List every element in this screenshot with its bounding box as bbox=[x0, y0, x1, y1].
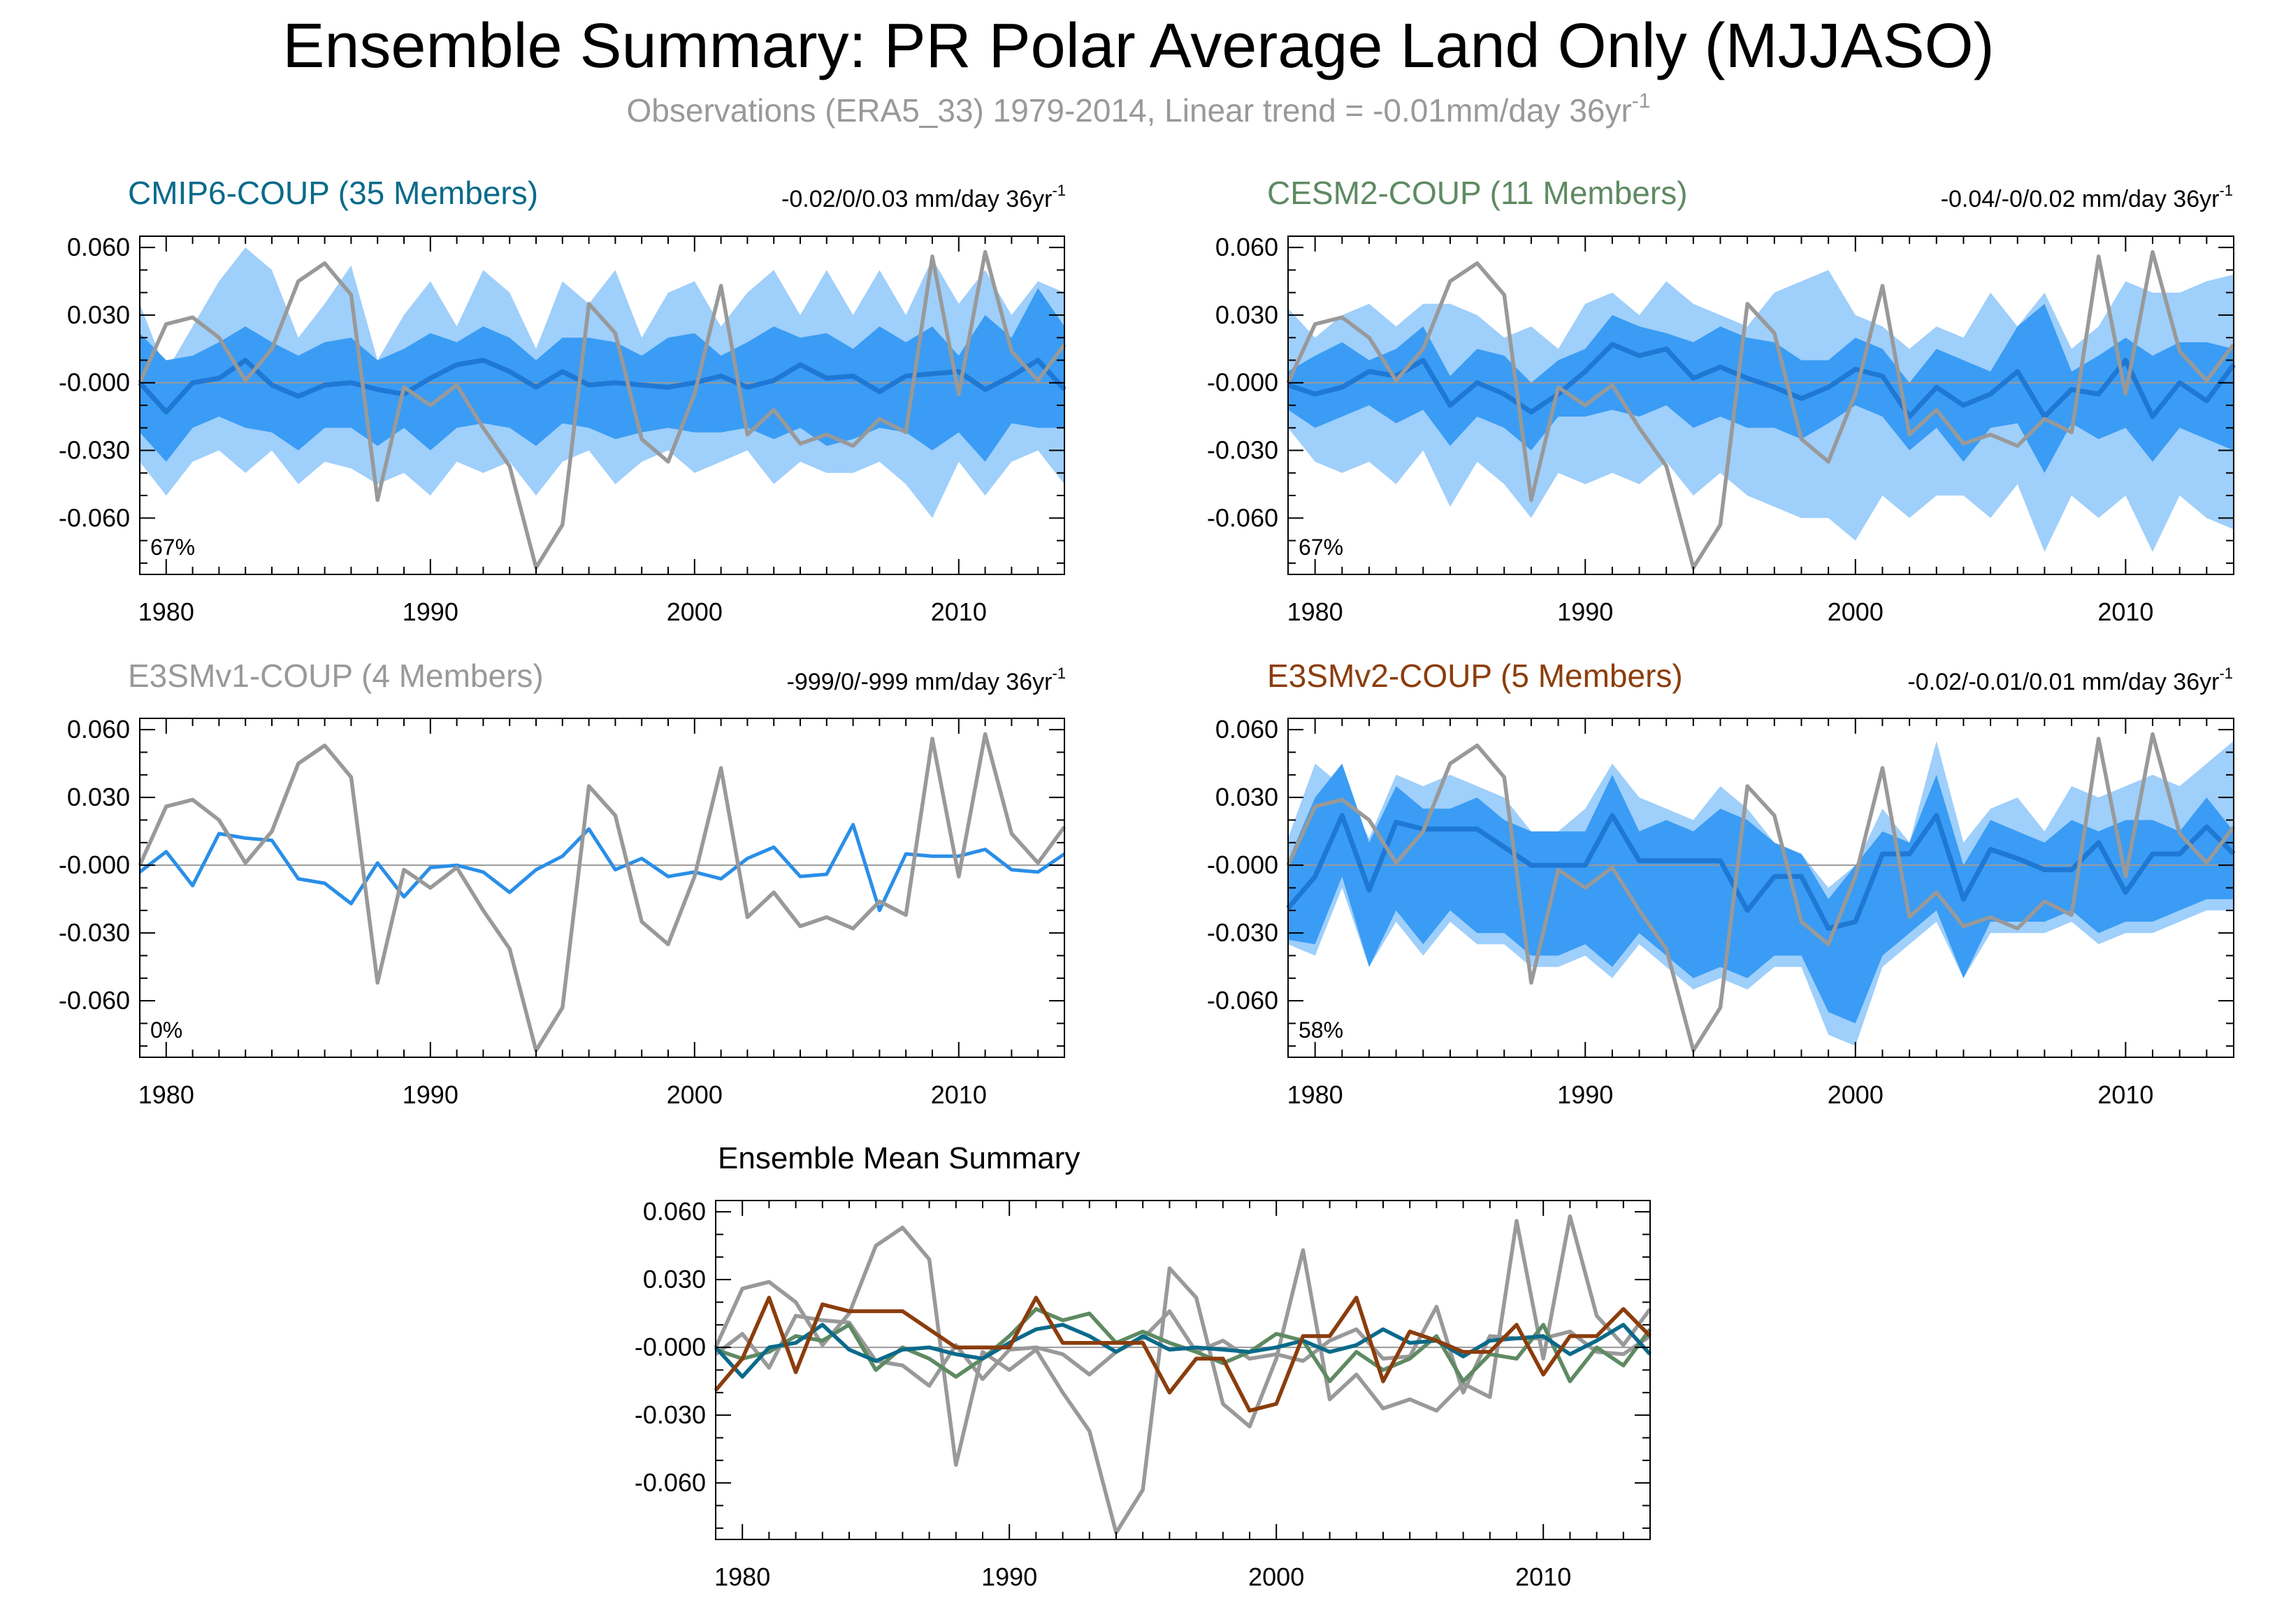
y-tick-label: 0.030 bbox=[1215, 300, 1278, 329]
subtitle-sup: -1 bbox=[1632, 89, 1651, 113]
figure-subtitle: Observations (ERA5_33) 1979-2014, Linear… bbox=[627, 89, 1651, 129]
x-tick-label: 2000 bbox=[1248, 1563, 1304, 1591]
y-tick-label: 0.060 bbox=[643, 1197, 706, 1226]
y-tick-label: -0.000 bbox=[1207, 850, 1278, 879]
y-tick-label: -0.060 bbox=[1207, 986, 1278, 1015]
series-e3smv1 bbox=[714, 1305, 1651, 1395]
x-tick-label: 1980 bbox=[1287, 1080, 1343, 1109]
x-tick-label: 2000 bbox=[667, 597, 723, 626]
y-tick-label: -0.030 bbox=[1207, 436, 1278, 465]
y-tick-label: -0.000 bbox=[635, 1333, 706, 1361]
y-tick-label: -0.000 bbox=[1207, 368, 1278, 397]
trend-text: -0.02/-0.01/0.01 mm/day 36yr bbox=[1907, 669, 2219, 695]
x-tick-label: 2000 bbox=[667, 1080, 723, 1109]
x-tick-label: 1990 bbox=[981, 1563, 1037, 1591]
series-ensemble-mean bbox=[1286, 813, 2236, 931]
x-tick-label: 1990 bbox=[403, 597, 458, 626]
series-ensemble-mean bbox=[138, 358, 1067, 415]
x-tick-label: 1980 bbox=[1287, 597, 1343, 626]
panel-cmip6: CMIP6-COUP (35 Members) -0.02/0/0.03 mm/… bbox=[59, 175, 1067, 626]
percent-label: 58% bbox=[1299, 1017, 1343, 1043]
series-observations bbox=[1286, 732, 2236, 1053]
y-tick-label: -0.030 bbox=[59, 436, 130, 465]
x-tick-label: 2010 bbox=[1515, 1563, 1571, 1591]
panel-title: E3SMv1-COUP (4 Members) bbox=[128, 658, 544, 694]
y-tick-label: 0.060 bbox=[1215, 233, 1278, 261]
series-cmip6 bbox=[714, 1323, 1652, 1379]
trend-sup: -1 bbox=[1052, 665, 1066, 682]
panel-title: Ensemble Mean Summary bbox=[718, 1141, 1080, 1175]
x-tick-label: 1980 bbox=[138, 597, 194, 626]
y-tick-label: 0.030 bbox=[67, 300, 130, 329]
panel-cesm2: CESM2-COUP (11 Members) -0.04/-0/0.02 mm… bbox=[1207, 175, 2236, 626]
figure-title: Ensemble Summary: PR Polar Average Land … bbox=[282, 11, 1994, 81]
x-tick-label: 1990 bbox=[1557, 597, 1613, 626]
band-inner bbox=[1288, 303, 2234, 473]
y-tick-label: -0.000 bbox=[59, 368, 130, 397]
trend-sup: -1 bbox=[1052, 182, 1066, 199]
y-tick-label: -0.060 bbox=[59, 503, 130, 532]
percent-label: 0% bbox=[150, 1017, 182, 1043]
plot-frame bbox=[715, 1200, 1651, 1540]
y-tick-label: -0.060 bbox=[1207, 503, 1278, 532]
y-tick-label: 0.030 bbox=[643, 1265, 706, 1293]
y-tick-label: -0.060 bbox=[59, 986, 130, 1015]
y-tick-label: -0.030 bbox=[1207, 918, 1278, 947]
x-tick-label: 2010 bbox=[2097, 1080, 2153, 1109]
x-tick-label: 2000 bbox=[1828, 597, 1884, 626]
series-e3smv2 bbox=[714, 1296, 1651, 1413]
y-tick-label: 0.030 bbox=[1215, 783, 1278, 811]
plot-frame bbox=[139, 718, 1065, 1058]
x-tick-label: 2000 bbox=[1828, 1080, 1884, 1109]
band-inner bbox=[140, 288, 1064, 462]
panel-summary: Ensemble Mean Summary 1980 1990 2000 2010 0.… bbox=[635, 1141, 1652, 1591]
panel-title: CMIP6-COUP (35 Members) bbox=[128, 175, 538, 211]
series-cesm2 bbox=[715, 1307, 1652, 1384]
panel-e3smv1: E3SMv1-COUP (4 Members) -999/0/-999 mm/d… bbox=[59, 658, 1067, 1109]
series-ensemble-mean bbox=[1287, 342, 2236, 419]
y-tick-label: -0.060 bbox=[635, 1468, 706, 1497]
trend-text: -0.04/-0/0.02 mm/day 36yr bbox=[1941, 186, 2220, 212]
x-tick-label: 2010 bbox=[2097, 597, 2153, 626]
x-tick-label: 1990 bbox=[403, 1080, 458, 1109]
y-tick-label: -0.000 bbox=[59, 850, 130, 879]
percent-label: 67% bbox=[150, 535, 195, 560]
x-tick-label: 2010 bbox=[931, 1080, 987, 1109]
trend-sup: -1 bbox=[2219, 665, 2233, 682]
panel-e3smv2: E3SMv2-COUP (5 Members) -0.02/-0.01/0.01… bbox=[1207, 658, 2236, 1109]
series-observations bbox=[1286, 249, 2236, 570]
y-tick-label: -0.030 bbox=[59, 918, 130, 947]
x-tick-label: 1980 bbox=[714, 1563, 770, 1591]
y-tick-label: 0.060 bbox=[67, 715, 130, 744]
y-tick-label: 0.060 bbox=[67, 233, 130, 261]
subtitle-text: Observations (ERA5_33) 1979-2014, Linear… bbox=[627, 92, 1632, 129]
y-tick-label: -0.030 bbox=[635, 1400, 706, 1429]
series-observations bbox=[714, 1214, 1652, 1535]
trend-sup: -1 bbox=[2219, 182, 2233, 199]
panel-title: CESM2-COUP (11 Members) bbox=[1267, 175, 1688, 211]
x-tick-label: 1990 bbox=[1557, 1080, 1613, 1109]
x-tick-label: 1980 bbox=[138, 1080, 194, 1109]
panel-trend: -0.02/-0.01/0.01 mm/day 36yr-1 bbox=[1907, 665, 2233, 695]
panel-title: E3SMv2-COUP (5 Members) bbox=[1267, 658, 1683, 694]
panel-trend: -999/0/-999 mm/day 36yr-1 bbox=[787, 665, 1066, 695]
trend-text: -0.02/0/0.03 mm/day 36yr bbox=[781, 186, 1052, 212]
trend-text: -999/0/-999 mm/day 36yr bbox=[787, 669, 1053, 695]
y-tick-label: 0.030 bbox=[67, 783, 130, 811]
x-tick-label: 2010 bbox=[931, 597, 987, 626]
series-observations bbox=[138, 249, 1067, 570]
panel-trend: -0.02/0/0.03 mm/day 36yr-1 bbox=[781, 182, 1066, 212]
y-tick-label: 0.060 bbox=[1215, 715, 1278, 744]
series-ensemble-mean bbox=[138, 822, 1066, 913]
series-observations bbox=[138, 732, 1067, 1053]
percent-label: 67% bbox=[1299, 535, 1343, 560]
panel-trend: -0.04/-0/0.02 mm/day 36yr-1 bbox=[1941, 182, 2233, 212]
